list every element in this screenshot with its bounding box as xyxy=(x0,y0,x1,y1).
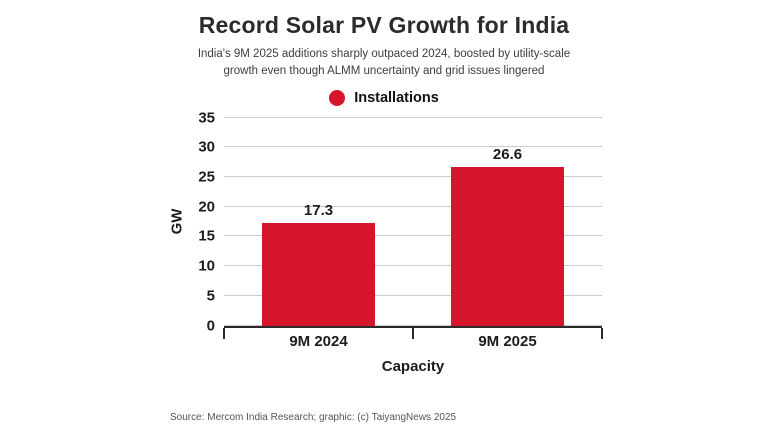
x-axis-tick xyxy=(412,327,414,339)
gridline xyxy=(224,205,602,207)
gridline xyxy=(224,116,602,118)
subtitle-line-2: growth even though ALMM uncertainty and … xyxy=(223,65,545,78)
y-tick-label: 15 xyxy=(198,227,215,245)
legend: Installations xyxy=(0,89,768,106)
source-credit: Source: Mercom India Research; graphic: … xyxy=(170,412,457,423)
y-tick-label: 20 xyxy=(198,198,215,216)
gridline xyxy=(224,294,602,296)
y-tick-label: 5 xyxy=(206,287,215,305)
bar xyxy=(450,167,565,326)
y-tick-label: 25 xyxy=(198,168,215,186)
x-axis-tick xyxy=(601,327,603,339)
y-tick-label: 35 xyxy=(198,109,215,126)
page-title: Record Solar PV Growth for India xyxy=(198,12,570,38)
bar-group: 17.3 xyxy=(224,118,413,326)
y-tick-label: 10 xyxy=(198,257,215,275)
gridline xyxy=(224,265,602,267)
plot-area: 17.3 26.6 xyxy=(224,116,602,326)
y-axis-title: GW xyxy=(166,118,188,326)
bars-row: 17.3 26.6 xyxy=(224,118,602,326)
subtitle: India's 9M 2025 additions sharply outpac… xyxy=(0,46,768,81)
x-axis-tick xyxy=(223,327,225,339)
bar-value-label: 26.6 xyxy=(492,146,523,164)
x-category-label: 9M 2024 xyxy=(289,332,348,350)
bar-group: 26.6 xyxy=(413,118,602,326)
bar-value-label: 17.3 xyxy=(303,201,334,219)
y-tick-label: 0 xyxy=(206,317,215,334)
x-axis-band: 9M 2024 9M 2025 xyxy=(223,325,603,351)
y-tick-label: 30 xyxy=(198,138,215,156)
x-axis-title: Capacity xyxy=(381,357,445,375)
gridline xyxy=(224,235,602,237)
legend-swatch-icon xyxy=(329,89,346,106)
y-axis-ticks: 0 5 10 15 20 25 30 35 xyxy=(188,109,224,334)
bar-chart: GW 0 5 10 15 20 25 30 35 17.3 26.6 9M 2024 9M 202… xyxy=(166,109,603,375)
gridline xyxy=(224,324,602,326)
gridline xyxy=(224,146,602,148)
legend-label: Installations xyxy=(354,89,439,106)
y-axis-title-text: GW xyxy=(168,208,186,235)
bar xyxy=(261,222,376,326)
subtitle-line-1: India's 9M 2025 additions sharply outpac… xyxy=(197,48,571,60)
x-category-label: 9M 2025 xyxy=(478,332,537,350)
gridline xyxy=(224,175,602,177)
